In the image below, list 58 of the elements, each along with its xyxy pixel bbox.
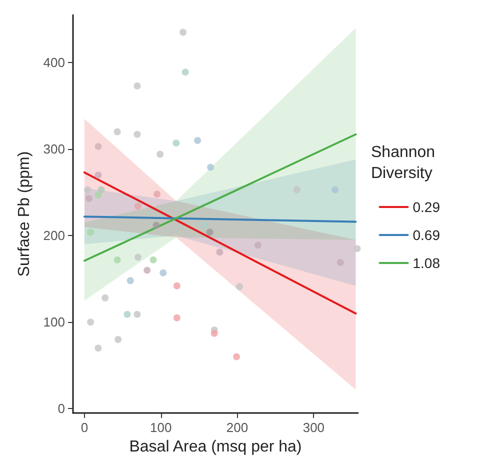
point [210,330,218,337]
point [160,269,167,276]
point [144,266,151,274]
x-tick-label: 0 [80,420,88,435]
point [84,186,92,194]
point [216,248,224,256]
point [207,164,214,171]
y-tick-label: 0 [58,401,65,416]
y-tick-label: 400 [43,55,65,70]
point [126,277,134,284]
y-tick-label: 300 [43,142,65,157]
point [354,245,361,252]
point [94,143,102,150]
point [87,318,94,326]
point [233,353,240,360]
point [134,202,142,210]
point [180,28,187,36]
point [332,186,339,194]
legend-label: 0.69 [412,227,440,243]
point [173,282,180,290]
point [254,242,262,249]
legend-label: 1.08 [412,255,440,271]
point [154,190,161,198]
point [94,191,102,198]
point [98,186,105,194]
legend-label: 0.29 [412,199,440,215]
y-axis-title: Surface Pb (ppm) [16,151,33,277]
point [336,258,344,266]
point [152,222,160,229]
point [194,136,202,144]
point [173,314,180,322]
point [114,256,121,264]
point [114,128,121,136]
point [150,256,157,264]
y-tick-label: 200 [43,228,65,244]
point [182,68,189,76]
x-axis-title: Basal Area (msq per ha) [129,438,302,456]
point [134,254,142,261]
x-tick-label: 100 [150,420,172,435]
x-tick-label: 200 [226,420,248,435]
point [200,222,208,229]
point [134,82,141,90]
point [172,140,180,147]
legend-title: Shannon Diversity [371,144,440,182]
point [134,310,141,318]
point [114,336,122,343]
point [206,228,214,236]
point [87,228,94,236]
point [236,283,244,290]
point [134,130,141,138]
x-tick-label: 300 [302,420,325,435]
point [156,150,164,158]
point [102,294,109,302]
y-tick-label: 100 [43,314,65,330]
point [86,194,93,202]
point [94,344,102,352]
point [124,310,131,318]
point [94,172,102,179]
